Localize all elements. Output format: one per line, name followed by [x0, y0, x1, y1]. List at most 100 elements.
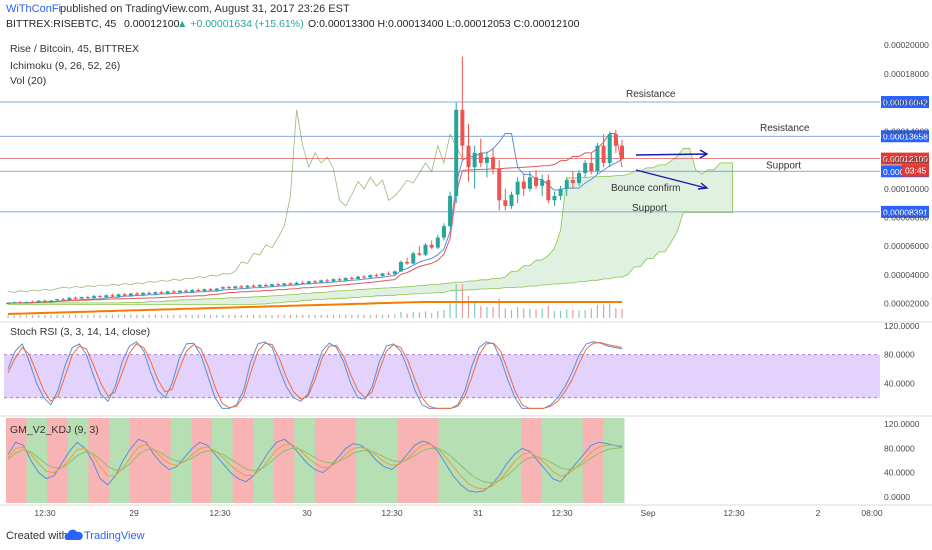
- candle-body: [552, 195, 557, 201]
- candle-body: [300, 282, 305, 284]
- created-with-text: Created with: [6, 530, 68, 542]
- price-axis-tick: 0.00012000: [884, 155, 929, 165]
- volume-bar: [105, 314, 107, 318]
- volume-bar: [222, 314, 224, 318]
- volume-bar: [326, 314, 328, 318]
- kdj-state-block: [26, 418, 48, 503]
- volume-bar: [572, 310, 574, 318]
- volume-bar: [504, 308, 506, 318]
- kdj-state-block: [335, 418, 357, 503]
- candle-body: [42, 300, 47, 302]
- candle-body: [577, 172, 582, 184]
- candle-body: [380, 273, 385, 277]
- level-annotation: Resistance: [626, 89, 676, 100]
- kdj-line-j: [7, 447, 623, 484]
- price-tag-label: 0.00013658: [883, 132, 928, 142]
- grid-lines: [0, 321, 932, 506]
- countdown-label: 03:45: [905, 166, 927, 176]
- price-axis-tick: 0.00010000: [884, 184, 929, 194]
- volume-legend: Vol (20): [10, 75, 46, 87]
- volume-bar: [351, 314, 353, 318]
- tradingview-brand: TradingView: [84, 530, 145, 542]
- volume-bar: [609, 303, 611, 318]
- kdj-state-block: [603, 418, 625, 503]
- arrow-down-right-icon: [635, 169, 709, 190]
- volume-bar: [124, 314, 126, 318]
- candle-body: [527, 177, 532, 189]
- candle-body: [79, 297, 84, 299]
- stoch-rsi-tick: 120.0000: [884, 321, 920, 331]
- tradingview-logo[interactable]: Created with TradingView: [6, 529, 145, 542]
- kdj-tick: 120.0000: [884, 419, 920, 429]
- author-name[interactable]: WiThConFi: [6, 3, 61, 15]
- volume-bar: [13, 315, 15, 318]
- candle-body: [48, 300, 53, 302]
- kdj-state-block: [67, 418, 89, 503]
- candle-body: [177, 290, 182, 293]
- kdj-state-block: [541, 418, 563, 503]
- kdj-tick: 80.0000: [884, 443, 915, 453]
- volume-bar: [553, 311, 556, 318]
- candle-body: [18, 302, 23, 304]
- price-axis-tick: 0.00002000: [884, 299, 929, 309]
- candle-body: [128, 293, 133, 296]
- published-text: published on TradingView.com, August 31,…: [60, 3, 350, 15]
- candle-body: [227, 287, 232, 289]
- volume-bar: [240, 314, 242, 318]
- volume-bar: [431, 313, 433, 318]
- volume-bar: [295, 314, 298, 318]
- kdj-state-block: [582, 418, 604, 503]
- candlesticks: [6, 56, 624, 305]
- volume-bar: [289, 314, 292, 318]
- kdj-state-block: [521, 418, 543, 503]
- countdown-tag: [902, 164, 929, 177]
- price-axis-tick: 0.00014000: [884, 126, 929, 136]
- candle-body: [423, 244, 428, 255]
- volume-bar: [31, 315, 34, 318]
- ohlc-values: O:0.00013300 H:0.00013400 L:0.00012053 C…: [308, 18, 580, 30]
- candle-body: [546, 180, 551, 201]
- candle-body: [245, 285, 250, 288]
- kdj-state-block: [479, 418, 501, 503]
- candle-body: [484, 157, 489, 163]
- stoch-rsi-line-k: [7, 341, 623, 409]
- time-axis-tick: Sep: [640, 508, 655, 518]
- volume-bar: [529, 309, 531, 318]
- volume-bar: [584, 310, 586, 318]
- volume-bar: [375, 314, 377, 318]
- candle-body: [534, 177, 539, 186]
- price-axis-tick: 0.00004000: [884, 270, 929, 280]
- time-axis-tick: 12:30: [723, 508, 745, 518]
- volume-bar: [99, 315, 101, 318]
- candle-body: [24, 301, 29, 303]
- volume-bars: [7, 284, 623, 318]
- volume-bar: [19, 315, 21, 318]
- time-axis-tick: 12:30: [209, 508, 231, 518]
- candle-body: [460, 109, 465, 146]
- volume-bar: [621, 309, 623, 318]
- volume-bar: [111, 314, 113, 318]
- candle-body: [12, 302, 17, 304]
- candle-body: [91, 296, 96, 298]
- candle-body: [472, 152, 477, 168]
- volume-bar: [7, 315, 9, 318]
- volume-bar: [44, 315, 46, 318]
- volume-bar: [160, 314, 163, 318]
- candle-body: [613, 134, 618, 146]
- candle-body: [104, 295, 109, 298]
- price-tag-label: 0.00016042: [883, 98, 928, 108]
- volume-bar: [596, 305, 599, 318]
- volume-bar: [492, 307, 494, 318]
- kdj-state-block: [47, 418, 69, 503]
- level-annotation: Resistance: [760, 123, 810, 134]
- candle-body: [122, 294, 127, 296]
- stoch-rsi-line-d: [7, 341, 623, 409]
- volume-bar: [203, 315, 206, 318]
- candle-body: [583, 162, 588, 173]
- candle-body: [6, 302, 10, 304]
- kdj-line-k: [7, 438, 623, 493]
- candle-body: [515, 181, 520, 195]
- candle-body: [398, 262, 403, 272]
- candle-body: [607, 134, 612, 163]
- candle-body: [257, 284, 262, 287]
